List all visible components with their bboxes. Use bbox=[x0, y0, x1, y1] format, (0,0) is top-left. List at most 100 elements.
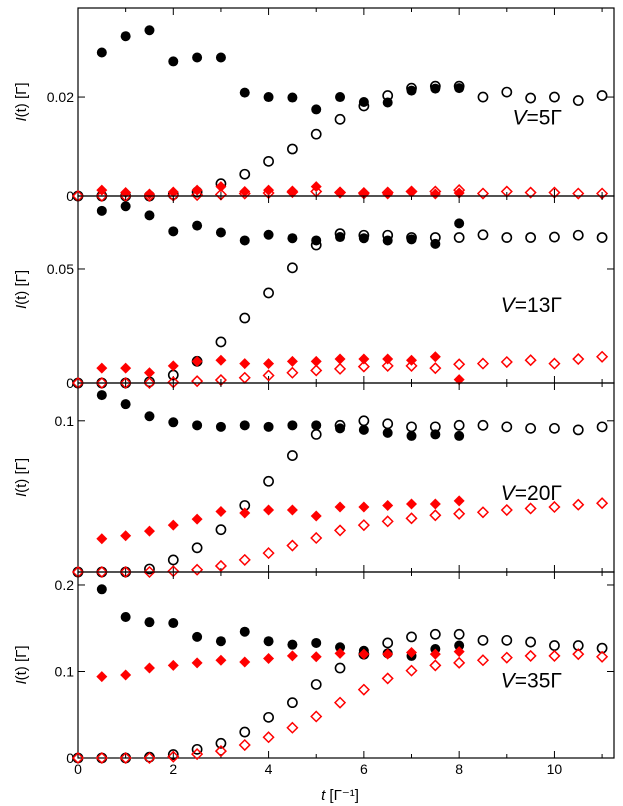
y-tick-label: 0 bbox=[66, 375, 74, 391]
series-filled-diamond bbox=[96, 351, 465, 386]
panel-label: V=5Γ bbox=[512, 107, 562, 130]
filled-circle-point bbox=[215, 636, 226, 647]
open-diamond-point bbox=[429, 659, 442, 672]
filled-circle-point bbox=[96, 584, 107, 595]
filled-circle-point bbox=[287, 92, 298, 103]
open-diamond-point bbox=[191, 748, 204, 761]
open-circle-point bbox=[429, 232, 441, 243]
filled-circle-point bbox=[192, 631, 203, 642]
filled-circle-point bbox=[144, 411, 155, 422]
series-open-diamond bbox=[71, 184, 609, 203]
filled-diamond-point bbox=[96, 533, 108, 545]
open-circle-point bbox=[453, 80, 465, 92]
filled-diamond-point bbox=[358, 353, 370, 365]
open-circle-point bbox=[453, 419, 465, 431]
open-diamond-point bbox=[453, 184, 466, 197]
filled-circle-point bbox=[239, 420, 250, 431]
panel-label-value: =20Γ bbox=[515, 482, 562, 505]
filled-circle-point bbox=[287, 420, 298, 431]
x-tick-label: 0 bbox=[74, 761, 82, 777]
y-axis-title-units: (t) [Γ] bbox=[13, 645, 30, 680]
panel-label-value: =13Γ bbox=[515, 294, 562, 317]
open-circle-point bbox=[406, 631, 417, 643]
filled-diamond-point bbox=[286, 355, 298, 367]
y-tick-label: 0 bbox=[66, 188, 74, 204]
open-diamond-point bbox=[143, 376, 156, 390]
open-circle-point bbox=[525, 232, 537, 243]
filled-circle-point bbox=[215, 52, 226, 63]
open-diamond-point bbox=[143, 565, 156, 579]
open-diamond-point bbox=[286, 185, 299, 199]
open-diamond-point bbox=[143, 751, 156, 765]
series-open-diamond bbox=[71, 350, 609, 390]
open-circle-point bbox=[263, 711, 274, 723]
open-circle-point bbox=[549, 640, 560, 651]
open-diamond-point bbox=[572, 352, 585, 366]
open-diamond-point bbox=[286, 539, 299, 552]
filled-circle-point bbox=[335, 92, 346, 103]
open-diamond-point bbox=[596, 350, 609, 363]
panel-label-symbol: V bbox=[501, 294, 517, 317]
open-diamond-point bbox=[95, 376, 108, 390]
y-tick-label: 0.02 bbox=[47, 89, 74, 105]
panel-label: V=35Γ bbox=[501, 669, 562, 692]
open-diamond-point bbox=[119, 376, 132, 390]
open-diamond-point bbox=[191, 188, 204, 202]
filled-diamond-point bbox=[215, 354, 227, 366]
filled-diamond-point bbox=[382, 499, 394, 511]
y-axis-title-symbol: I bbox=[13, 493, 30, 497]
filled-diamond-point bbox=[191, 355, 203, 367]
filled-diamond-point bbox=[406, 186, 418, 198]
filled-circle-point bbox=[168, 618, 179, 629]
open-diamond-point bbox=[262, 731, 275, 744]
filled-circle-point bbox=[120, 31, 131, 42]
open-diamond-point bbox=[119, 565, 132, 579]
filled-circle-point bbox=[454, 640, 465, 651]
open-circle-point bbox=[572, 229, 584, 241]
filled-circle-point bbox=[287, 639, 298, 650]
open-circle-point bbox=[382, 229, 394, 241]
series-filled-diamond bbox=[96, 495, 465, 545]
filled-diamond-point bbox=[263, 653, 275, 665]
filled-circle-point bbox=[192, 52, 203, 63]
chart-panel-1: 0 0.02 I(t) [Γ] V=5Γ bbox=[13, 7, 615, 204]
open-diamond-point bbox=[381, 186, 394, 199]
filled-circle-point bbox=[192, 420, 203, 431]
open-diamond-point bbox=[262, 547, 275, 560]
filled-diamond-point bbox=[263, 184, 275, 196]
filled-circle-point bbox=[96, 47, 107, 58]
open-circle-point bbox=[406, 421, 417, 433]
panel-label-symbol: V bbox=[501, 669, 517, 692]
open-circle-point bbox=[429, 628, 441, 640]
filled-circle-point bbox=[430, 429, 441, 440]
open-circle-point bbox=[453, 628, 465, 640]
filled-diamond-point bbox=[96, 671, 108, 683]
open-circle-point bbox=[263, 155, 274, 167]
y-axis-title-units: (t) [Γ] bbox=[13, 270, 30, 305]
filled-circle-point bbox=[215, 421, 226, 432]
chart-panel-4: 0 0.1 0.2 0 2 4 6 8 10 I(t) [Γ] V=35Γ bbox=[13, 571, 615, 777]
filled-diamond-point bbox=[286, 650, 298, 662]
open-diamond-point bbox=[310, 710, 323, 723]
open-circle-point bbox=[477, 419, 489, 431]
open-circle-point bbox=[501, 232, 513, 243]
open-diamond-point bbox=[310, 531, 323, 545]
filled-circle-point bbox=[239, 626, 250, 637]
filled-circle-point bbox=[311, 637, 322, 648]
open-circle-point bbox=[286, 450, 298, 461]
filled-diamond-point bbox=[191, 513, 203, 525]
open-diamond-point bbox=[524, 502, 537, 515]
filled-diamond-point bbox=[215, 181, 227, 193]
open-diamond-point bbox=[405, 512, 418, 525]
filled-diamond-point bbox=[429, 188, 441, 200]
open-diamond-point bbox=[119, 189, 132, 203]
open-circle-point bbox=[477, 91, 489, 103]
filled-diamond-point bbox=[263, 358, 275, 370]
filled-circle-point bbox=[454, 430, 465, 441]
open-circle-point bbox=[525, 422, 537, 434]
filled-diamond-point bbox=[358, 501, 370, 513]
open-circle-point bbox=[334, 662, 346, 674]
open-circle-point bbox=[406, 232, 417, 243]
filled-diamond-point bbox=[310, 355, 322, 367]
filled-diamond-point bbox=[429, 648, 441, 660]
